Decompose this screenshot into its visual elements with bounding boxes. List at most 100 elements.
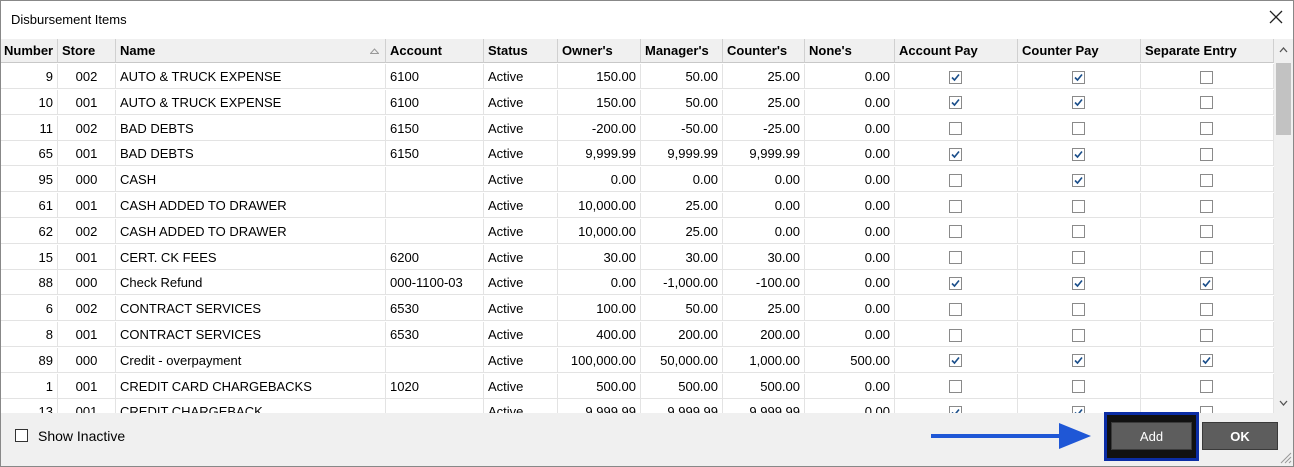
checkbox[interactable] (1200, 328, 1214, 343)
table-cell: 000 (58, 270, 116, 296)
checkbox[interactable] (1200, 354, 1214, 368)
table-cell: 150.00 (558, 64, 641, 89)
checkbox[interactable] (949, 302, 963, 317)
table-cell: Active (484, 296, 558, 322)
table-cell: 9 (1, 64, 58, 89)
table-cell: Active (484, 347, 558, 373)
table-cell: 0.00 (805, 218, 895, 244)
table-cell: 0.00 (723, 193, 805, 218)
checkbox[interactable] (1200, 96, 1214, 110)
column-header[interactable]: None's (805, 39, 895, 63)
checkbox-cell (895, 244, 1018, 270)
table-cell: 13 (1, 399, 58, 413)
checkbox[interactable] (1200, 302, 1214, 317)
table-cell: 10 (1, 89, 58, 115)
checkbox[interactable] (949, 173, 963, 188)
table-cell: BAD DEBTS (116, 115, 386, 141)
checkbox[interactable] (949, 147, 963, 162)
checkbox-cell (1018, 373, 1141, 399)
column-header-text: Status (488, 43, 528, 58)
column-header[interactable]: Owner's (558, 39, 641, 63)
checkbox[interactable] (1200, 70, 1214, 85)
checkbox[interactable] (1072, 96, 1086, 110)
table-cell: 25.00 (723, 296, 805, 322)
checkbox[interactable] (1072, 276, 1086, 291)
column-header[interactable]: Number (1, 39, 58, 63)
column-header-text: Counter Pay (1022, 43, 1099, 58)
checkbox[interactable] (1200, 276, 1214, 291)
table-cell: 0.00 (641, 167, 723, 193)
checkbox[interactable] (949, 70, 963, 85)
checkbox[interactable] (949, 405, 963, 413)
table-cell: 001 (58, 89, 116, 115)
show-inactive-label[interactable]: Show Inactive (38, 428, 126, 444)
checkbox[interactable] (1200, 173, 1214, 188)
checkbox[interactable] (1072, 251, 1086, 265)
checkbox[interactable] (949, 225, 963, 239)
checkbox[interactable] (1072, 302, 1086, 317)
table-cell: 9,999.99 (558, 141, 641, 167)
checkbox-cell (1018, 64, 1141, 89)
checkbox[interactable] (949, 199, 963, 214)
checkbox[interactable] (949, 96, 963, 110)
column-header[interactable]: Status (484, 39, 558, 63)
checkbox[interactable] (949, 122, 963, 136)
checkbox-cell (1141, 347, 1274, 373)
checkbox[interactable] (1200, 405, 1214, 413)
checkbox[interactable] (1072, 225, 1086, 239)
table-cell: 25.00 (723, 89, 805, 115)
checkbox[interactable] (1072, 405, 1086, 413)
checkbox[interactable] (1072, 199, 1086, 214)
close-button[interactable] (1268, 9, 1284, 25)
checkbox[interactable] (1200, 147, 1214, 162)
column-header[interactable]: Separate Entry (1141, 39, 1274, 63)
ok-button[interactable]: OK (1202, 422, 1278, 450)
column-header[interactable]: Account (386, 39, 484, 63)
table-cell: Active (484, 399, 558, 413)
column-header[interactable]: Counter's (723, 39, 805, 63)
checkbox[interactable] (1072, 147, 1086, 162)
checkbox[interactable] (949, 328, 963, 343)
table-cell: 002 (58, 296, 116, 322)
table-cell: 400.00 (558, 322, 641, 347)
add-button[interactable]: Add (1111, 422, 1192, 450)
checkbox[interactable] (1072, 380, 1086, 394)
table-cell: Active (484, 218, 558, 244)
table-cell: 6100 (386, 64, 484, 89)
table-cell (386, 399, 484, 413)
checkbox[interactable] (1200, 199, 1214, 214)
checkbox-cell (895, 322, 1018, 347)
table-cell: Active (484, 167, 558, 193)
column-header[interactable]: Store (58, 39, 116, 63)
table-cell (386, 347, 484, 373)
checkbox[interactable] (1200, 225, 1214, 239)
table-cell (386, 193, 484, 218)
table-cell: Active (484, 322, 558, 347)
show-inactive-checkbox[interactable] (15, 429, 29, 443)
column-header[interactable]: Account Pay (895, 39, 1018, 63)
table-cell: AUTO & TRUCK EXPENSE (116, 89, 386, 115)
checkbox[interactable] (1072, 354, 1086, 368)
checkbox[interactable] (1072, 328, 1086, 343)
checkbox-cell (1141, 296, 1274, 322)
checkbox[interactable] (1072, 122, 1086, 136)
table-cell: 50.00 (641, 64, 723, 89)
column-header[interactable]: Manager's (641, 39, 723, 63)
column-header[interactable]: Name (116, 39, 386, 63)
checkbox[interactable] (949, 354, 963, 368)
checkbox[interactable] (949, 251, 963, 265)
column-header-text: Account Pay (899, 43, 978, 58)
checkbox[interactable] (1072, 70, 1086, 85)
table-cell: 002 (58, 64, 116, 89)
checkbox[interactable] (1200, 380, 1214, 394)
column-header[interactable]: Counter Pay (1018, 39, 1141, 63)
checkbox[interactable] (949, 276, 963, 291)
scrollbar[interactable] (1274, 39, 1293, 413)
checkbox[interactable] (949, 380, 963, 394)
checkbox[interactable] (1200, 122, 1214, 136)
table-cell: 200.00 (723, 322, 805, 347)
checkbox[interactable] (1200, 251, 1214, 265)
table-cell: CONTRACT SERVICES (116, 296, 386, 322)
checkbox[interactable] (1072, 173, 1086, 188)
checkbox-cell (895, 167, 1018, 193)
